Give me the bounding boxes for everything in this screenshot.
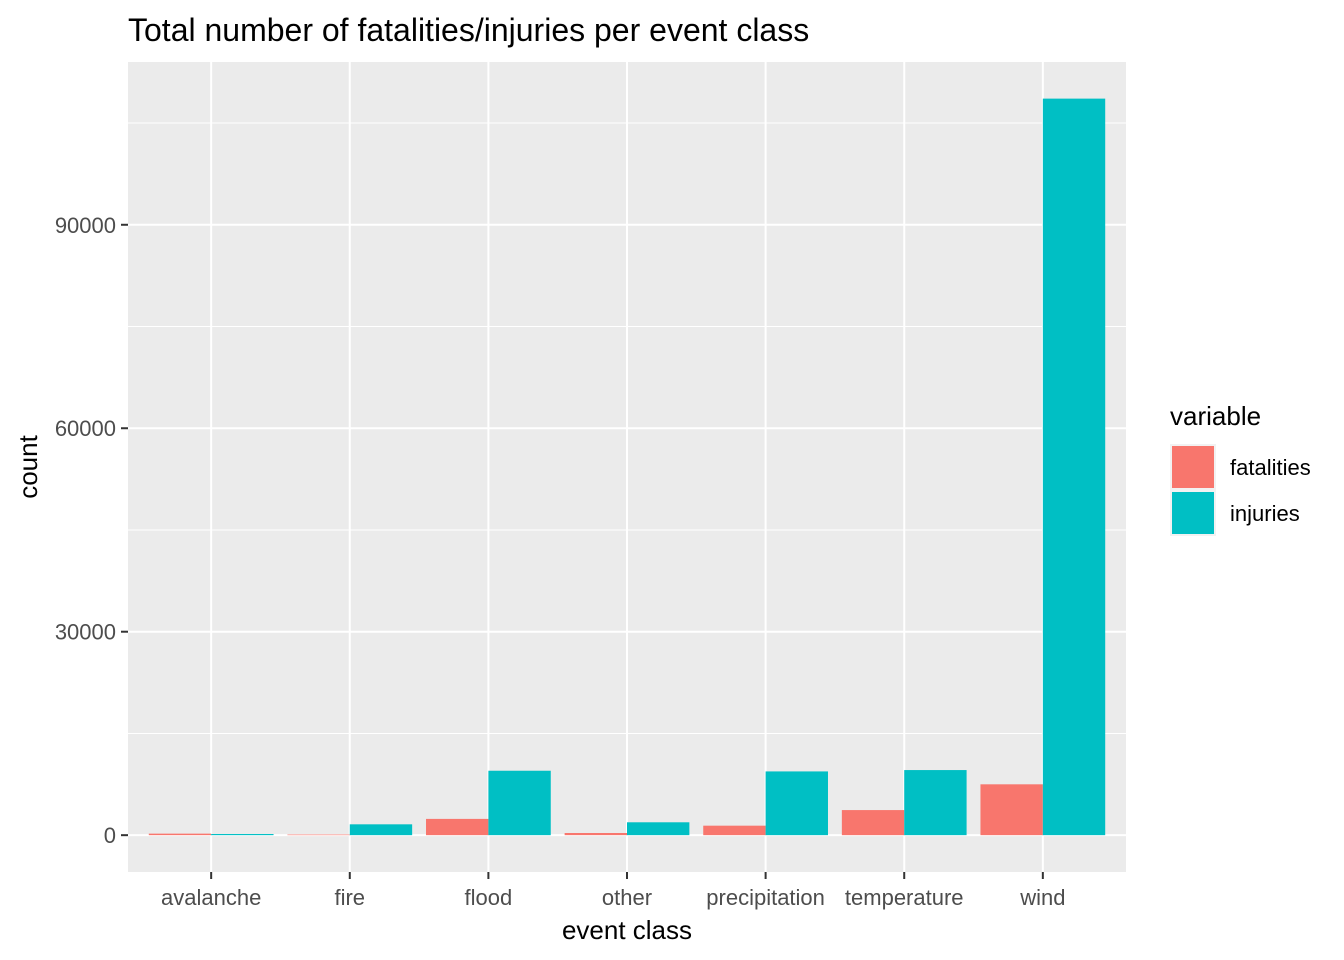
x-tick-label: fire bbox=[334, 885, 365, 910]
x-tick-label: other bbox=[602, 885, 652, 910]
chart-title: Total number of fatalities/injuries per … bbox=[128, 12, 809, 48]
x-tick-label: avalanche bbox=[161, 885, 261, 910]
bar-fatalities bbox=[703, 825, 766, 836]
y-tick-label: 60000 bbox=[55, 416, 116, 441]
x-tick-label: flood bbox=[465, 885, 513, 910]
y-axis: 0 30000 60000 90000 bbox=[55, 213, 128, 848]
bar-fatalities bbox=[564, 833, 627, 836]
y-tick-label: 30000 bbox=[55, 620, 116, 645]
bar-fatalities bbox=[841, 810, 905, 836]
bar-injuries bbox=[211, 834, 274, 836]
legend-label-injuries: injuries bbox=[1230, 501, 1300, 526]
bars-layer bbox=[148, 98, 1106, 836]
x-tick-label: precipitation bbox=[706, 885, 825, 910]
bar-injuries bbox=[627, 822, 690, 836]
bar-injuries bbox=[904, 770, 967, 836]
x-axis-title: event class bbox=[562, 915, 692, 945]
bar-fatalities bbox=[426, 818, 489, 836]
y-axis-title: count bbox=[13, 434, 43, 498]
legend-title: variable bbox=[1170, 401, 1261, 431]
bar-injuries bbox=[765, 771, 828, 836]
bar-injuries bbox=[488, 770, 551, 836]
legend-label-fatalities: fatalities bbox=[1230, 455, 1311, 480]
legend-swatch-injuries bbox=[1172, 492, 1214, 534]
bar-fatalities bbox=[287, 834, 350, 836]
legend: variable fatalities injuries bbox=[1170, 401, 1311, 536]
y-tick-label: 90000 bbox=[55, 213, 116, 238]
bar-fatalities bbox=[980, 784, 1043, 836]
x-axis: avalanche fire flood other precipitation temp… bbox=[161, 872, 1065, 910]
bar-injuries bbox=[1042, 98, 1106, 836]
x-tick-label: wind bbox=[1019, 885, 1065, 910]
legend-swatch-fatalities bbox=[1172, 446, 1214, 488]
bar-fatalities bbox=[148, 833, 212, 836]
bar-injuries bbox=[349, 824, 413, 836]
y-tick-label: 0 bbox=[104, 823, 116, 848]
x-tick-label: temperature bbox=[845, 885, 964, 910]
